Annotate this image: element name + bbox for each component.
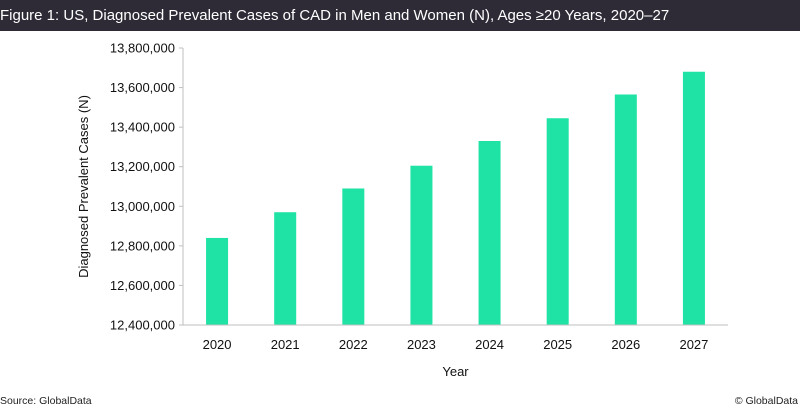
x-tick-label: 2027	[679, 337, 708, 352]
x-tick-label: 2025	[543, 337, 572, 352]
x-tick-label: 2024	[475, 337, 504, 352]
x-tick-label: 2022	[339, 337, 368, 352]
y-tick-label: 13,000,000	[110, 199, 175, 214]
y-tick-label: 12,600,000	[110, 278, 175, 293]
source-note: Source: GlobalData	[0, 395, 92, 407]
x-axis-ticks: 2020 2021 2022 2023 2024 2025 2026 2027	[203, 337, 709, 352]
bars	[206, 71, 705, 325]
x-tick-label: 2026	[611, 337, 640, 352]
copyright-note: © GlobalData	[734, 395, 798, 407]
y-axis-title: Diagnosed Prevalent Cases (N)	[76, 95, 91, 278]
y-tick-label: 13,400,000	[110, 120, 175, 135]
bar-chart: 12,400,000 12,600,000 12,800,000 13,000,000…	[76, 41, 728, 379]
y-tick-label: 13,200,000	[110, 159, 175, 174]
y-tick-label: 12,400,000	[110, 318, 175, 333]
bar-2022	[342, 188, 365, 325]
y-tick-label: 13,600,000	[110, 80, 175, 95]
bar-2025	[546, 118, 569, 325]
x-tick-label: 2020	[203, 337, 232, 352]
bar-2021	[274, 212, 297, 325]
x-axis-title: Year	[442, 364, 469, 379]
bar-2027	[682, 71, 705, 325]
y-tick-label: 13,800,000	[110, 41, 175, 56]
y-axis-ticks: 12,400,000 12,600,000 12,800,000 13,000,000…	[110, 41, 183, 333]
x-tick-label: 2023	[407, 337, 436, 352]
x-tick-label: 2021	[271, 337, 300, 352]
figure-header: Figure 1: US, Diagnosed Prevalent Cases …	[0, 0, 800, 31]
bar-2023	[410, 165, 433, 325]
bar-2024	[478, 140, 501, 325]
figure-title: Figure 1: US, Diagnosed Prevalent Cases …	[0, 7, 670, 24]
bar-2026	[614, 94, 637, 325]
bar-2020	[206, 237, 229, 325]
y-tick-label: 12,800,000	[110, 238, 175, 253]
